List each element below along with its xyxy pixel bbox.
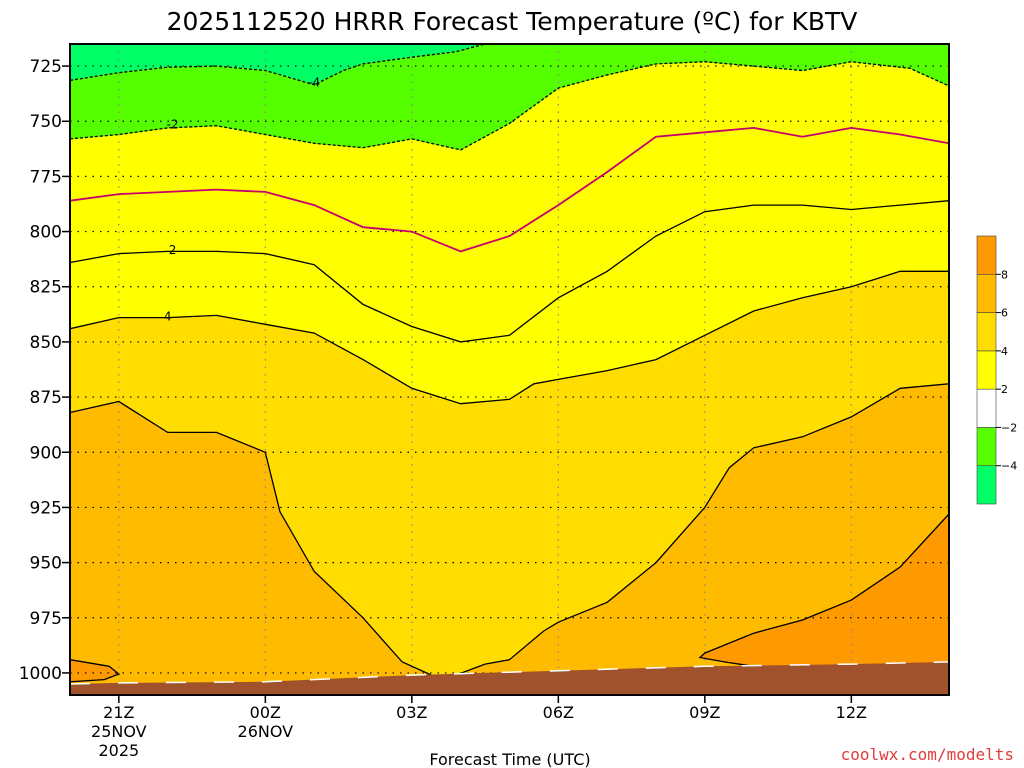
y-tick-label: 975	[30, 609, 62, 629]
y-tick-label: 900	[30, 443, 62, 463]
contour-label-iso-minus4: -4	[308, 76, 320, 90]
colorbar-label: −2	[1001, 421, 1017, 434]
x-tick-label: 00Z	[250, 703, 281, 722]
contour-iso-zero	[70, 126, 949, 253]
ground-surface	[70, 661, 949, 695]
colorbar-label: 6	[1001, 307, 1008, 320]
colorbar-legend: −4 −2 2 4 6 8	[976, 235, 1017, 505]
colorbar-band	[976, 427, 997, 467]
y-tick-label: 725	[30, 57, 62, 77]
colorbar-band	[976, 235, 997, 275]
x-tick-label: 12Z	[836, 703, 867, 722]
y-tick-label: 850	[30, 333, 62, 353]
colorbar-label: 2	[1001, 383, 1008, 396]
colorbar-label: 4	[1001, 345, 1008, 358]
x-tick-date: 26NOV	[238, 722, 294, 741]
colorbar-band	[976, 350, 997, 390]
chart-title: 2025112520 HRRR Forecast Temperature (ºC…	[167, 7, 858, 36]
contour-iso-8-left	[70, 659, 121, 683]
colorbar-label: 8	[1001, 268, 1008, 281]
y-tick-label: 750	[30, 112, 62, 132]
x-tick-label: 06Z	[543, 703, 574, 722]
colorbar-label: −4	[1001, 460, 1017, 473]
y-tick-label: 925	[30, 498, 62, 518]
x-tick-date: 25NOV	[91, 722, 147, 741]
isotherm-contours	[70, 44, 949, 683]
credit-text: coolwx.com/modelts	[841, 745, 1014, 764]
contour-label-iso-minus2: -2	[167, 117, 179, 131]
x-tick-label: 03Z	[396, 703, 427, 722]
plot-frame	[69, 43, 950, 696]
y-axis: 725 750 775 800 825 850 875 900 925 950 975 1000	[19, 57, 70, 684]
contour-iso-minus2	[70, 61, 949, 151]
colorbar-band	[976, 465, 997, 505]
x-axis-label: Forecast Time (UTC)	[429, 750, 590, 768]
contour-label-iso-2: 2	[169, 243, 177, 257]
colorbar-band	[976, 312, 997, 352]
y-tick-label: 775	[30, 167, 62, 187]
x-tick-label: 09Z	[689, 703, 720, 722]
x-tick-year: 2025	[98, 741, 139, 760]
y-tick-label: 800	[30, 223, 62, 243]
contour-labels: -4 -2 2 4	[164, 76, 320, 324]
contour-iso-2	[70, 200, 949, 343]
y-tick-label: 825	[30, 278, 62, 298]
contour-iso-4	[70, 270, 949, 405]
ground-fill	[70, 661, 949, 695]
contour-iso-minus4	[70, 44, 486, 86]
y-tick-label: 1000	[19, 664, 62, 684]
contour-iso-6-main	[70, 383, 949, 678]
x-tick-label: 21Z	[103, 703, 134, 722]
y-tick-label: 950	[30, 554, 62, 574]
colorbar-band	[976, 273, 997, 313]
y-tick-label: 875	[30, 388, 62, 408]
contour-label-iso-4: 4	[164, 309, 172, 323]
colorbar-band	[976, 388, 997, 428]
